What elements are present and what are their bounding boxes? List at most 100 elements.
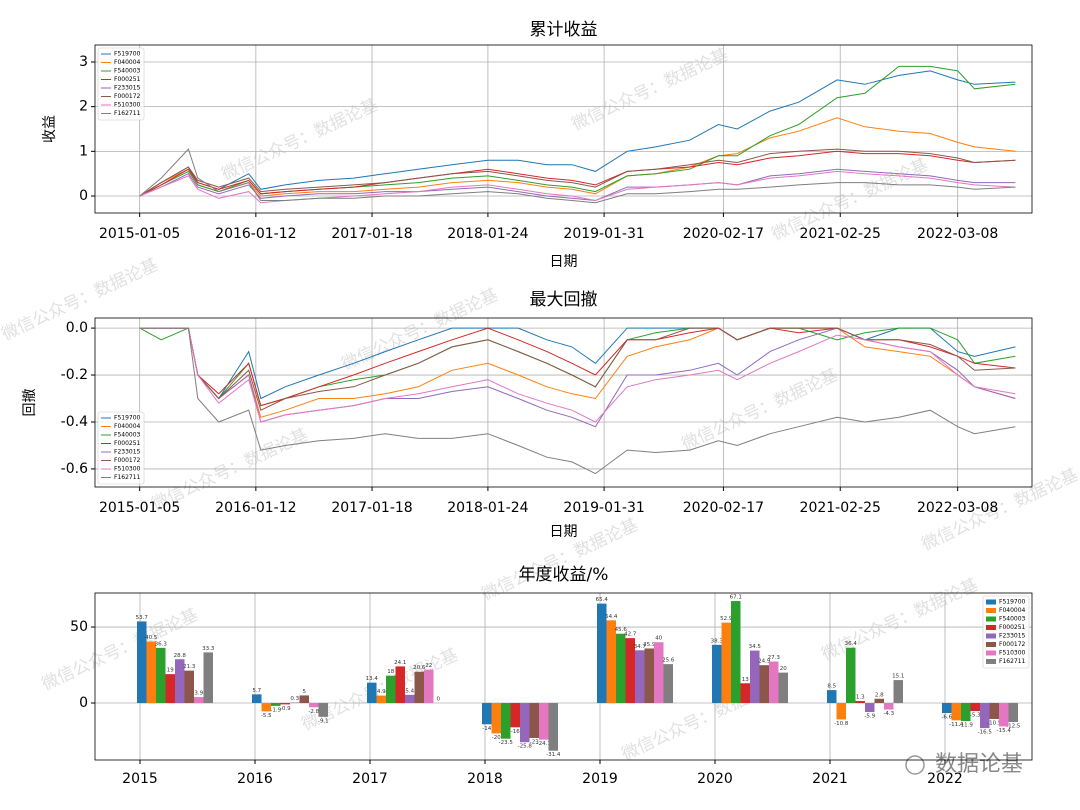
bar bbox=[740, 683, 750, 704]
value-label: 24.9 bbox=[758, 659, 771, 665]
bar bbox=[539, 703, 549, 740]
value-label: 24.1 bbox=[394, 660, 406, 666]
bar bbox=[501, 703, 511, 739]
legend-label: F540003 bbox=[114, 432, 141, 439]
bar bbox=[299, 695, 309, 704]
bar bbox=[137, 621, 147, 704]
value-label: -10.5 bbox=[987, 720, 1002, 726]
legend-label: F162711 bbox=[114, 474, 141, 481]
value-label: 0 bbox=[437, 697, 441, 703]
x-tick-label: 2021-02-25 bbox=[800, 500, 881, 516]
value-label: -16 bbox=[511, 729, 520, 735]
value-label: -4.3 bbox=[883, 711, 894, 717]
bar bbox=[395, 666, 405, 704]
x-tick-label: 2018-01-24 bbox=[447, 500, 528, 516]
bar bbox=[893, 680, 903, 704]
legend-swatch bbox=[986, 599, 996, 605]
value-label: 4.9 bbox=[377, 689, 386, 695]
bar bbox=[606, 620, 616, 704]
value-label: 5.7 bbox=[252, 688, 261, 694]
bar bbox=[721, 622, 731, 704]
bar bbox=[942, 703, 952, 714]
plot-frame bbox=[94, 592, 1033, 761]
value-label: 5.4 bbox=[405, 688, 414, 694]
bar bbox=[271, 703, 281, 706]
legend-label: F000172 bbox=[114, 93, 141, 100]
x-tick-label: 2016 bbox=[237, 771, 273, 787]
bar bbox=[146, 641, 156, 704]
bar bbox=[597, 603, 607, 704]
watermark: 微信公众号：数据论基 bbox=[819, 575, 982, 665]
legend-label: F233015 bbox=[114, 85, 141, 92]
legend-label: F540003 bbox=[114, 68, 141, 75]
y-tick-label: -0.4 bbox=[61, 414, 88, 430]
line-series bbox=[139, 327, 1016, 423]
bar bbox=[194, 697, 204, 704]
value-label: 34.7 bbox=[634, 644, 647, 650]
legend-label: F510300 bbox=[114, 466, 141, 473]
legend-label: F000251 bbox=[999, 624, 1026, 631]
y-tick-label: -0.2 bbox=[61, 367, 88, 383]
value-label: 35.9 bbox=[643, 642, 656, 648]
bar bbox=[989, 703, 999, 719]
bar bbox=[261, 703, 271, 712]
legend-swatch bbox=[986, 616, 996, 622]
bar bbox=[367, 682, 377, 704]
x-tick-label: 2015 bbox=[122, 771, 158, 787]
value-label: 40.5 bbox=[145, 635, 158, 641]
x-tick-label: 2015-01-05 bbox=[99, 226, 180, 242]
y-tick-label: 1 bbox=[79, 143, 88, 159]
x-tick-label: 2019 bbox=[582, 771, 618, 787]
legend-label: F000172 bbox=[999, 641, 1026, 648]
value-label: 42.7 bbox=[624, 632, 637, 638]
value-label: -11.9 bbox=[959, 723, 974, 729]
legend-swatch bbox=[986, 650, 996, 656]
bar bbox=[184, 670, 194, 704]
value-label: -16.5 bbox=[978, 730, 993, 736]
bar bbox=[654, 642, 664, 704]
bar bbox=[635, 650, 645, 704]
bar bbox=[165, 674, 175, 704]
bar bbox=[548, 703, 558, 751]
line-series bbox=[139, 70, 1016, 197]
line-series bbox=[139, 150, 1016, 197]
legend-swatch bbox=[986, 633, 996, 639]
x-axis-label: 日期 bbox=[550, 254, 578, 270]
legend-label: F510300 bbox=[114, 102, 141, 109]
chart-title: 年度收益/% bbox=[519, 565, 609, 585]
legend-swatch bbox=[986, 608, 996, 613]
legend-label: F040004 bbox=[114, 59, 141, 66]
value-label: 20 bbox=[780, 666, 787, 672]
x-tick-label: 2016-01-12 bbox=[215, 500, 296, 516]
x-tick-label: 2015-01-05 bbox=[99, 500, 180, 516]
bar bbox=[309, 703, 319, 708]
value-label: 33.3 bbox=[202, 646, 215, 652]
x-tick-label: 2021 bbox=[812, 771, 848, 787]
x-tick-label: 2020-02-17 bbox=[683, 226, 764, 242]
legend-label: F162711 bbox=[114, 110, 141, 117]
value-label: -9.1 bbox=[318, 718, 329, 724]
bar bbox=[414, 671, 424, 704]
bar bbox=[156, 647, 166, 704]
line-series bbox=[139, 327, 1016, 400]
x-tick-label: 2018-01-24 bbox=[447, 226, 528, 242]
bar bbox=[855, 701, 865, 704]
line-series bbox=[139, 148, 1016, 197]
value-label: 67.1 bbox=[730, 595, 742, 601]
bar bbox=[510, 703, 520, 728]
x-tick-label: 2019-01-31 bbox=[563, 500, 644, 516]
bar bbox=[769, 661, 779, 704]
legend-swatch bbox=[986, 625, 996, 630]
value-label: -5.3 bbox=[970, 713, 981, 719]
value-label: 13.4 bbox=[366, 676, 379, 682]
legend-label: F233015 bbox=[114, 449, 141, 456]
legend-frame bbox=[97, 47, 145, 121]
value-label: -25.8 bbox=[518, 744, 533, 750]
legend-label: F519700 bbox=[114, 415, 141, 422]
value-label: -11.4 bbox=[949, 722, 964, 728]
y-axis-label: 收益 bbox=[42, 115, 58, 143]
y-tick-label: 50 bbox=[70, 619, 88, 635]
bar bbox=[970, 703, 980, 712]
bar bbox=[644, 648, 654, 704]
